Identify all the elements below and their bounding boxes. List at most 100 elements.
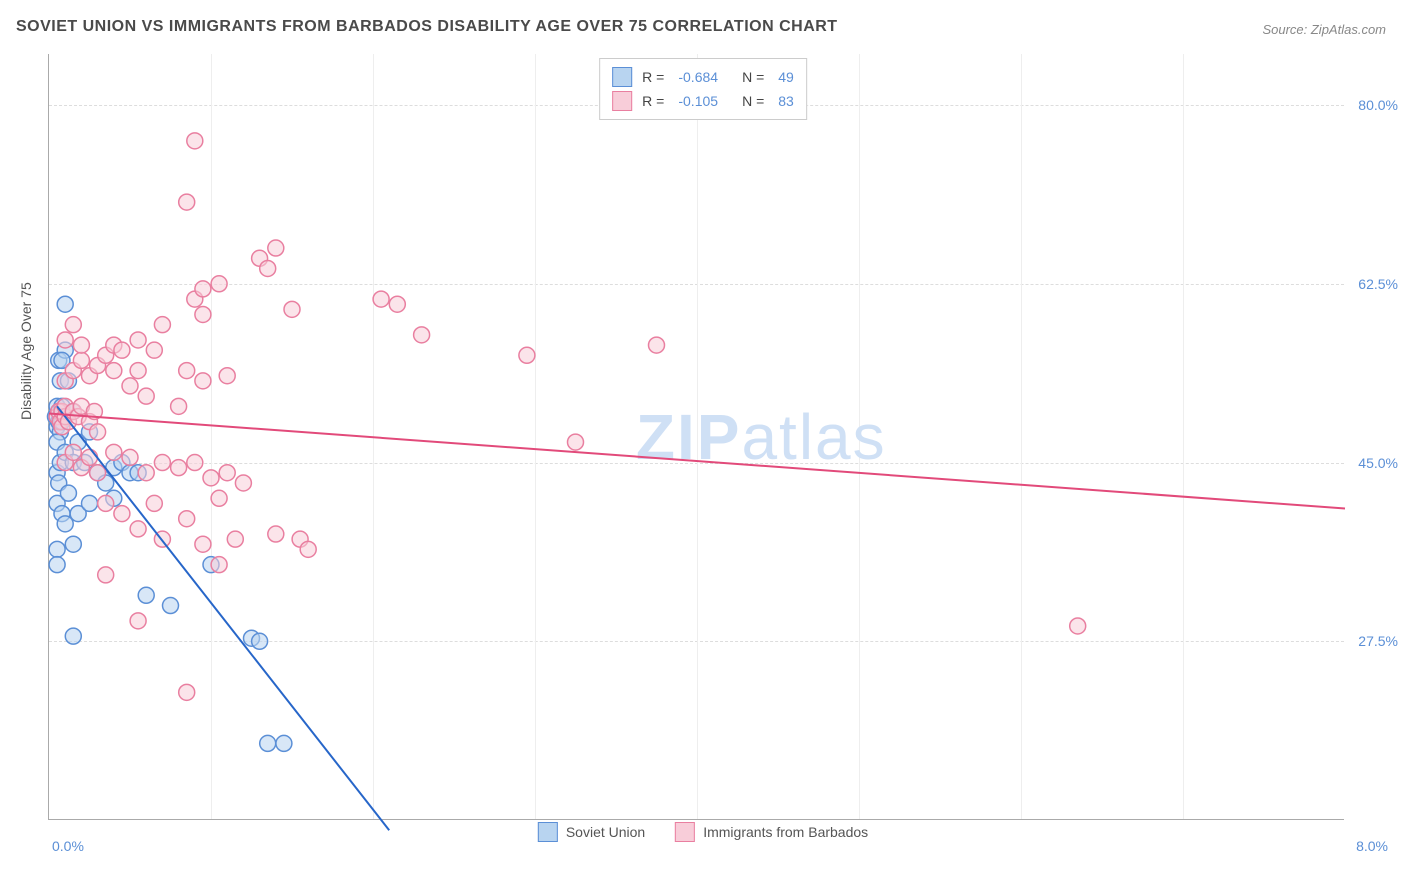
data-point (179, 511, 195, 527)
correlation-legend: R = -0.684 N = 49 R = -0.105 N = 83 (599, 58, 807, 120)
data-point (268, 240, 284, 256)
source-attribution: Source: ZipAtlas.com (1262, 22, 1386, 37)
data-point (114, 342, 130, 358)
data-point (414, 327, 430, 343)
data-point (60, 485, 76, 501)
data-point (106, 444, 122, 460)
legend-n-value: 49 (778, 69, 794, 85)
data-point (114, 506, 130, 522)
data-point (187, 133, 203, 149)
y-tick-label: 45.0% (1358, 455, 1398, 471)
x-axis-min-label: 0.0% (52, 838, 84, 854)
data-point (235, 475, 251, 491)
y-tick-label: 62.5% (1358, 276, 1398, 292)
data-point (82, 449, 98, 465)
data-point (163, 598, 179, 614)
data-point (389, 296, 405, 312)
data-point (373, 291, 389, 307)
chart-plot-area: ZIPatlas 27.5%45.0%62.5%80.0% (48, 54, 1344, 820)
data-point (138, 587, 154, 603)
data-point (49, 557, 65, 573)
data-point (519, 347, 535, 363)
data-point (203, 470, 219, 486)
data-point (252, 633, 268, 649)
data-point (195, 281, 211, 297)
data-point (57, 296, 73, 312)
data-point (138, 388, 154, 404)
data-point (195, 536, 211, 552)
data-point (90, 465, 106, 481)
data-point (195, 373, 211, 389)
legend-r-label: R = (642, 69, 664, 85)
y-axis-label: Disability Age Over 75 (18, 282, 34, 420)
data-point (122, 378, 138, 394)
data-point (300, 541, 316, 557)
data-point (276, 735, 292, 751)
chart-title: SOVIET UNION VS IMMIGRANTS FROM BARBADOS… (16, 18, 838, 36)
data-point (130, 363, 146, 379)
legend-series-name: Soviet Union (566, 824, 645, 840)
data-point (57, 332, 73, 348)
data-point (82, 495, 98, 511)
data-point (122, 449, 138, 465)
data-point (65, 444, 81, 460)
data-point (154, 455, 170, 471)
legend-series-item: Immigrants from Barbados (675, 822, 868, 842)
data-point (130, 332, 146, 348)
legend-n-value: 83 (778, 93, 794, 109)
data-point (154, 317, 170, 333)
data-point (568, 434, 584, 450)
data-point (211, 490, 227, 506)
data-point (187, 455, 203, 471)
data-point (73, 337, 89, 353)
legend-swatch (675, 822, 695, 842)
data-point (649, 337, 665, 353)
data-point (284, 301, 300, 317)
legend-swatch (612, 67, 632, 87)
data-point (171, 398, 187, 414)
legend-r-label: R = (642, 93, 664, 109)
data-point (49, 541, 65, 557)
legend-series-item: Soviet Union (538, 822, 645, 842)
legend-r-value: -0.684 (678, 69, 718, 85)
data-point (179, 194, 195, 210)
legend-correlation-row: R = -0.684 N = 49 (612, 65, 794, 89)
data-point (227, 531, 243, 547)
data-point (219, 368, 235, 384)
data-point (65, 628, 81, 644)
legend-correlation-row: R = -0.105 N = 83 (612, 89, 794, 113)
data-point (146, 495, 162, 511)
data-point (90, 424, 106, 440)
data-point (65, 317, 81, 333)
series-legend: Soviet Union Immigrants from Barbados (538, 822, 868, 842)
legend-n-label: N = (742, 93, 764, 109)
legend-n-label: N = (742, 69, 764, 85)
data-point (146, 342, 162, 358)
y-tick-label: 27.5% (1358, 633, 1398, 649)
data-point (130, 613, 146, 629)
scatter-svg (49, 54, 1344, 819)
data-point (130, 521, 146, 537)
data-point (138, 465, 154, 481)
legend-swatch (612, 91, 632, 111)
data-point (73, 352, 89, 368)
data-point (179, 684, 195, 700)
data-point (171, 460, 187, 476)
data-point (98, 495, 114, 511)
legend-series-name: Immigrants from Barbados (703, 824, 868, 840)
x-axis-max-label: 8.0% (1356, 838, 1388, 854)
data-point (179, 363, 195, 379)
data-point (195, 306, 211, 322)
data-point (219, 465, 235, 481)
data-point (211, 557, 227, 573)
data-point (211, 276, 227, 292)
data-point (260, 735, 276, 751)
data-point (268, 526, 284, 542)
data-point (65, 536, 81, 552)
data-point (106, 363, 122, 379)
y-tick-label: 80.0% (1358, 97, 1398, 113)
data-point (260, 260, 276, 276)
data-point (98, 567, 114, 583)
legend-r-value: -0.105 (678, 93, 718, 109)
legend-swatch (538, 822, 558, 842)
